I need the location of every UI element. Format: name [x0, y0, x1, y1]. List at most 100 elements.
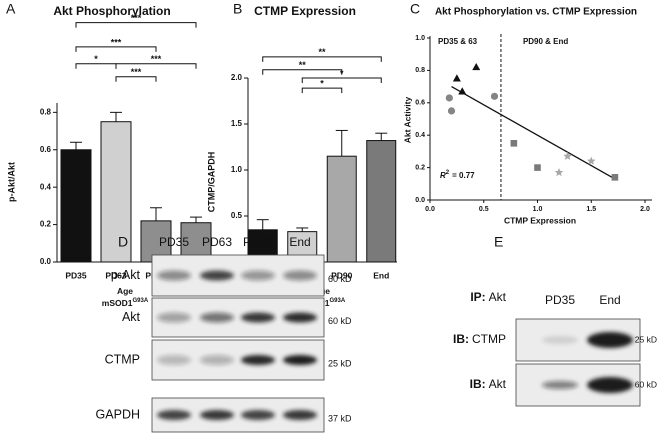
r-squared-symbol: R: [440, 171, 446, 180]
bar: [366, 140, 397, 263]
chart-title: CTMP Expression: [254, 4, 356, 18]
lane-label: PD35: [159, 235, 189, 249]
x-tick-label: PD90: [331, 270, 353, 280]
x-axis-label-main: Age: [117, 286, 133, 296]
y-tick-label: 0.4: [40, 182, 52, 191]
r-squared: R2 = 0.77: [440, 170, 475, 181]
significance-label: ***: [131, 67, 142, 77]
blot-band: [542, 381, 578, 389]
point: [447, 107, 456, 115]
size-label: 60 kD: [328, 274, 352, 284]
y-tick-label: 0.5: [231, 211, 243, 220]
size-label: 60 kD: [328, 316, 352, 326]
x-axis-sublabel-sup: G93A: [330, 298, 346, 304]
y-tick-label: 2.0: [231, 73, 243, 82]
blot-band: [587, 332, 633, 348]
bar: [100, 121, 132, 263]
panel-letter: E: [494, 234, 503, 250]
lane-label: PD35: [545, 293, 575, 307]
row-label: Akt: [122, 310, 141, 324]
row-target: CTMP: [472, 332, 506, 346]
y-tick-label: 0.6: [415, 100, 425, 107]
blot-band: [283, 355, 317, 365]
bar: [60, 149, 92, 263]
blot-band: [283, 312, 317, 323]
y-tick-label: 1.0: [415, 35, 425, 42]
point: [611, 174, 619, 181]
group-label: PD90 & End: [523, 37, 568, 46]
size-label: 60 kD: [635, 379, 657, 389]
size-label: 25 kD: [328, 358, 352, 368]
significance-bracket: [262, 56, 382, 62]
y-tick-label: 0.6: [40, 145, 52, 154]
lane-label: PD90: [243, 235, 273, 249]
chart-title: Akt Phosphorylation vs. CTMP Expression: [435, 7, 637, 18]
point: [534, 164, 541, 171]
r-squared-sup: 2: [446, 170, 450, 176]
blot-band: [283, 270, 317, 281]
regression-line: [451, 86, 616, 180]
significance-label: ***: [131, 13, 142, 23]
y-axis-label: Akt Activity: [402, 97, 412, 144]
point: [445, 94, 453, 102]
point: [586, 156, 596, 165]
blot-band: [157, 410, 191, 420]
row-label: CTMP: [105, 352, 140, 366]
ip-target: Akt: [489, 290, 507, 304]
x-axis-label: CTMP Expression: [504, 215, 576, 225]
blot-band: [241, 410, 275, 420]
significance-label: ***: [111, 37, 122, 47]
blot-band: [200, 410, 234, 420]
blot-band: [542, 336, 578, 344]
chart-title: Akt Phosphorylation: [53, 4, 170, 18]
ip-prefix: IP:: [470, 290, 485, 304]
x-tick-label: 0.5: [479, 206, 489, 213]
point: [490, 92, 499, 100]
lane-label: PD63: [202, 235, 232, 249]
x-tick-label: PD35: [65, 270, 87, 280]
significance-bracket: [75, 46, 157, 52]
group-label: PD35 & 63: [438, 37, 478, 46]
significance-bracket: [115, 63, 197, 69]
y-tick-label: 0.2: [40, 220, 52, 229]
x-tick-label: PD63: [105, 270, 127, 280]
ip-label: IP: Akt: [470, 290, 506, 304]
size-label: 25 kD: [635, 334, 657, 344]
x-axis-sublabel-sup: G93A: [133, 298, 149, 304]
significance-label: *: [320, 78, 324, 88]
y-tick-label: 0.4: [415, 132, 425, 139]
blot-band: [157, 312, 191, 323]
blot-band: [157, 270, 191, 281]
row-prefix: IB:: [453, 332, 469, 346]
y-tick-label: 0.0: [415, 197, 425, 204]
significance-bracket: [262, 69, 343, 75]
y-tick-label: 0.0: [40, 257, 52, 266]
significance-label: *: [340, 68, 344, 78]
row-label: GAPDH: [96, 407, 140, 421]
significance-bracket: [75, 22, 197, 28]
x-axis-sublabel-main: mSOD1: [102, 298, 133, 308]
point: [563, 151, 572, 160]
row-label: p-Akt: [111, 268, 141, 282]
point: [458, 87, 467, 95]
significance-bracket: [115, 76, 157, 82]
y-axis-label: p-Akt/Akt: [6, 162, 16, 202]
panel-letter: D: [118, 234, 128, 250]
panel-letter: A: [6, 1, 16, 17]
lane-label: End: [599, 293, 620, 307]
x-tick-label: 1.0: [533, 206, 543, 213]
blot-band: [241, 312, 275, 323]
blot-band: [283, 410, 317, 420]
panel-letter: B: [233, 1, 242, 17]
significance-bracket: [301, 87, 343, 94]
size-label: 37 kD: [328, 413, 352, 423]
blot-band: [200, 355, 234, 365]
blot-band: [157, 355, 191, 365]
significance-label: **: [318, 47, 326, 57]
y-tick-label: 0.8: [40, 107, 52, 116]
x-tick-label: 2.0: [640, 206, 650, 213]
significance-bracket: [75, 63, 117, 69]
x-tick-label: End: [373, 270, 389, 280]
significance-bracket: [301, 77, 382, 83]
